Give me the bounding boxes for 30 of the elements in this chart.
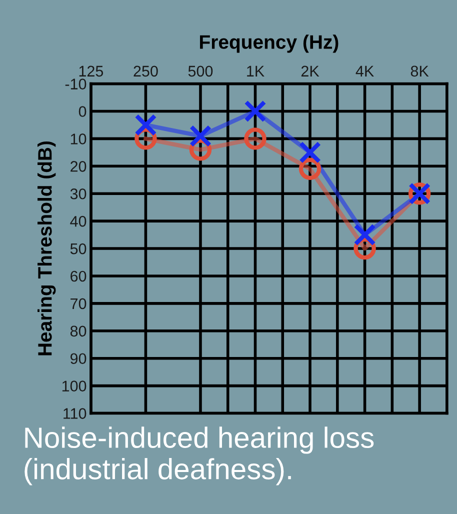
y-tick-label: 70 [70, 298, 86, 310]
y-tick-label: 50 [70, 243, 86, 254]
y-tick-label: 40 [70, 216, 86, 227]
point [354, 224, 376, 246]
x-tick-label: 250 [134, 66, 158, 77]
point [244, 100, 266, 122]
x-tick-label: 2K [301, 66, 320, 76]
y-tick-label: 90 [70, 353, 86, 364]
y-tick-label: -10 [65, 78, 86, 90]
point [189, 124, 212, 148]
y-tick-label: 30 [70, 188, 86, 200]
x-axis-title: Frequency (Hz) [200, 34, 338, 53]
y-axis-title: Hearing Threshold (dB) [38, 141, 56, 356]
point [244, 128, 266, 150]
point [134, 114, 157, 136]
y-tick-label: 60 [70, 270, 86, 282]
y-tick-label: 0 [78, 106, 86, 117]
y-tick-label: 110 [64, 408, 86, 419]
y-tick-label: 100 [62, 380, 86, 392]
y-tick-label: 20 [70, 161, 86, 172]
y-tick-label: 10 [70, 134, 86, 144]
x-tick-label: 4K [356, 66, 374, 76]
x-tick-label: 1K [247, 66, 264, 76]
point [298, 158, 322, 180]
x-tick-label: 125 [79, 66, 104, 77]
x-tick-label: 500 [188, 66, 213, 77]
y-tick-label: 80 [70, 326, 86, 337]
point [298, 141, 322, 164]
x-tick-label: 8K [410, 66, 429, 77]
text: Noise-induced hearing loss (industrial deafness). [24, 426, 374, 486]
